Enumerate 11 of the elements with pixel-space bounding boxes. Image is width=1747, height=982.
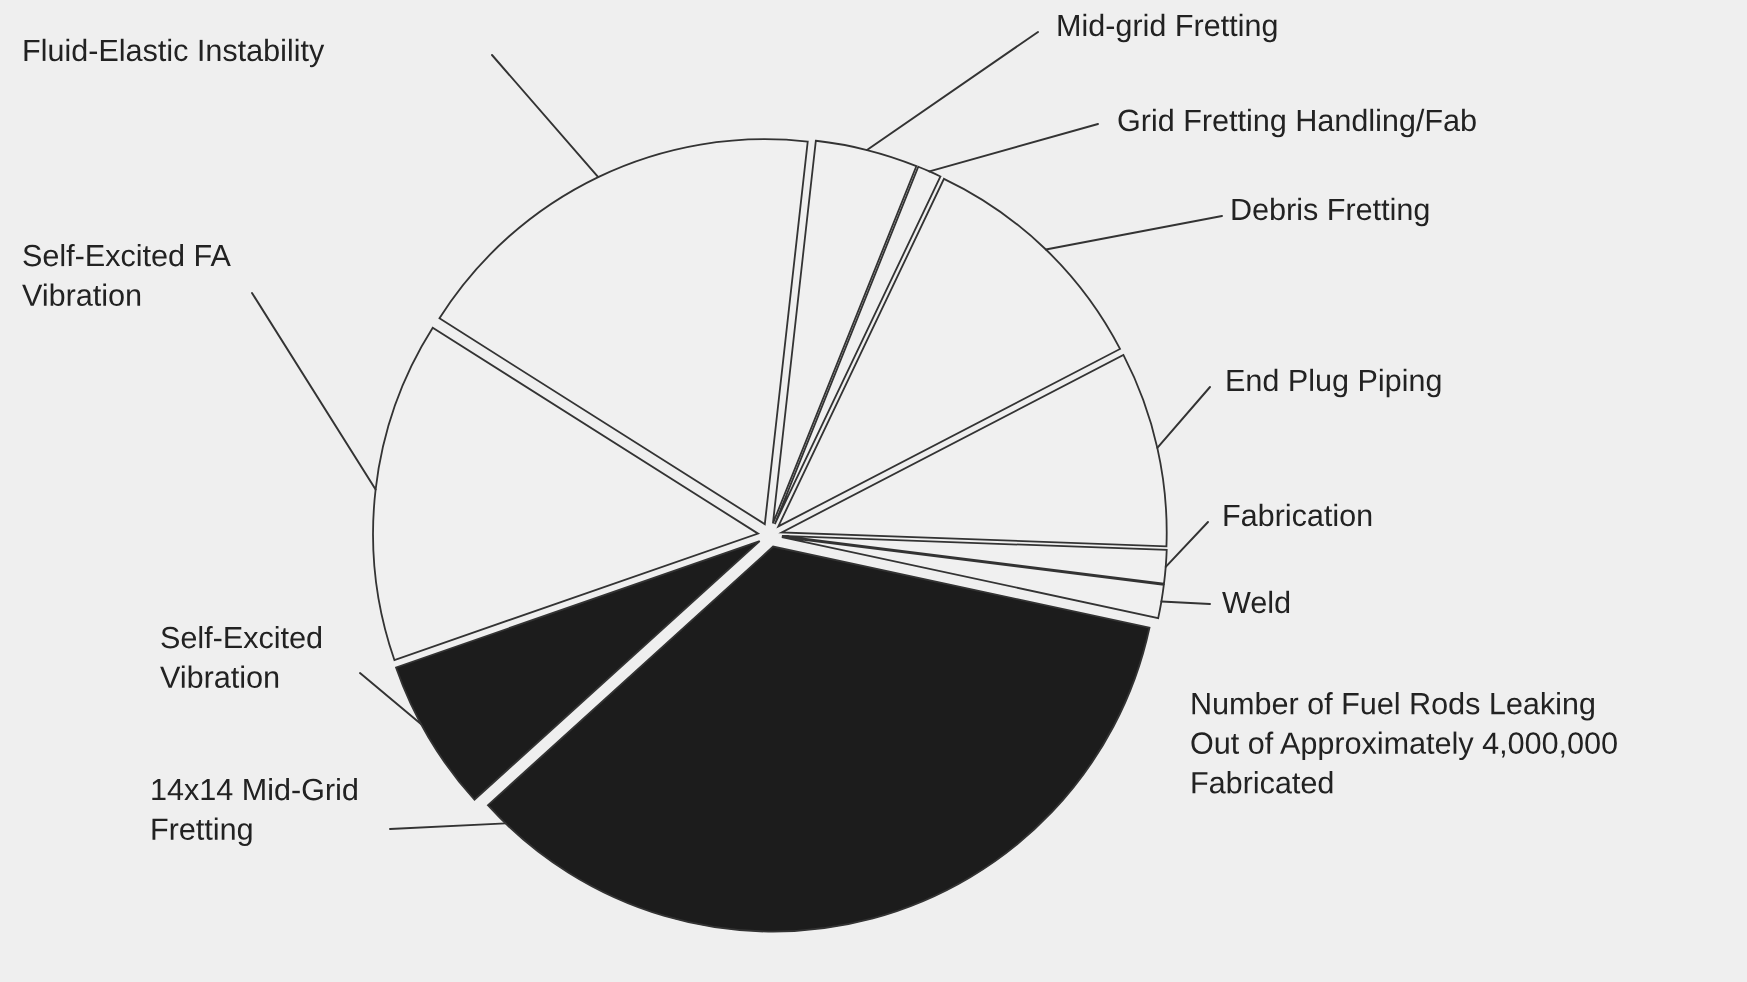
- slice-label: End Plug Piping: [1227, 368, 1441, 398]
- slice-label: Grid Fretting Handling/Fab: [1118, 108, 1476, 138]
- slice-label: 14x14 Mid-Grid Fretting: [152, 777, 357, 847]
- slice-label: Debris Fretting: [1232, 197, 1429, 227]
- slice-label: Fluid-Elastic Instability: [24, 38, 325, 68]
- slice-label: Self-Excited Vibration: [160, 625, 322, 688]
- text: Number of Fuel Rods Leaking Out of Approximately 4,000,000 Fabricated: [1191, 692, 1617, 794]
- slice-label: Mid-grid Fretting: [1058, 13, 1277, 43]
- slice-label: Weld: [1222, 590, 1290, 614]
- slice-label: Fabrication: [1224, 503, 1372, 527]
- slice-label: Self-Excited FA Vibration: [22, 243, 231, 306]
